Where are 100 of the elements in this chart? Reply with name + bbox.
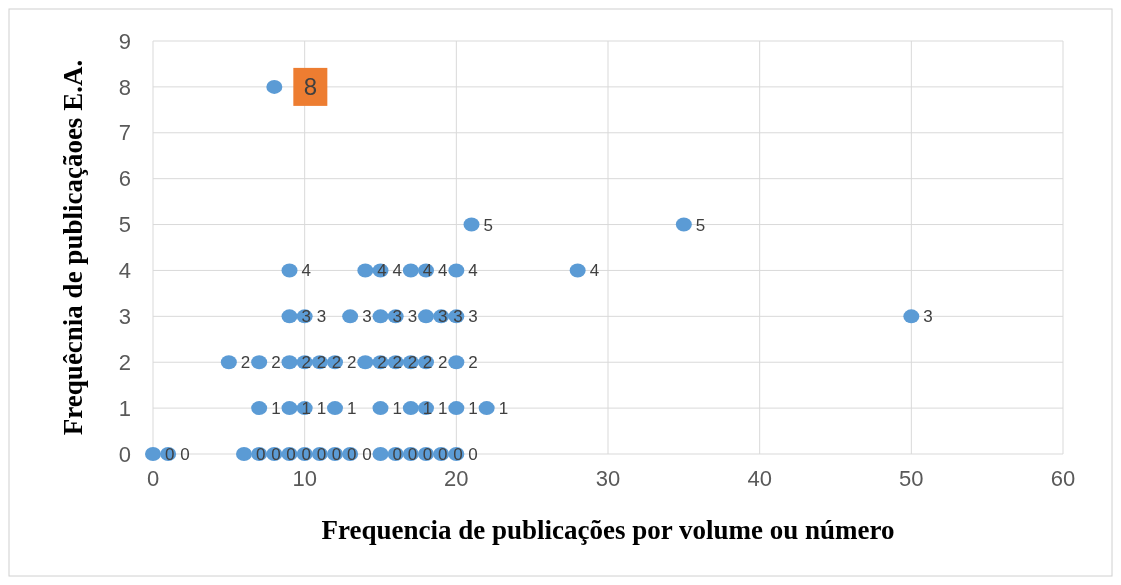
- data-label: 2: [438, 353, 448, 373]
- data-label: 2: [392, 353, 402, 373]
- data-label: 0: [301, 444, 311, 464]
- point: [327, 401, 343, 416]
- y-axis-title: Frequêcnia de publicaçãoes E.A.: [58, 59, 88, 436]
- y-tick-label: 5: [118, 212, 131, 238]
- y-tick-label: 6: [118, 166, 131, 192]
- y-tick-label: 2: [118, 349, 131, 375]
- data-label: 2: [331, 353, 342, 373]
- data-label: 4: [392, 261, 402, 281]
- point: [448, 355, 465, 370]
- point: [236, 447, 252, 461]
- y-tick-label: 7: [118, 120, 131, 146]
- data-label: 1: [301, 399, 311, 419]
- point: [357, 355, 374, 370]
- point: [402, 263, 419, 278]
- point: [372, 309, 389, 324]
- point: [402, 401, 419, 416]
- data-label: 0: [422, 444, 433, 464]
- data-label: 4: [468, 261, 478, 281]
- data-label: 3: [392, 307, 402, 327]
- x-tick-label: 40: [747, 466, 772, 491]
- point: [675, 217, 692, 232]
- data-label: 3: [407, 307, 418, 327]
- annotation: 8: [303, 73, 318, 101]
- data-label: 0: [392, 444, 402, 464]
- data-label: 2: [316, 353, 327, 373]
- y-tick-label: 3: [118, 304, 131, 330]
- data-label: 0: [256, 444, 266, 464]
- data-label: 3: [438, 307, 448, 327]
- data-label: 0: [468, 444, 478, 464]
- data-label: 0: [286, 444, 296, 464]
- x-tick-label: 60: [1050, 466, 1076, 491]
- data-label: 1: [347, 399, 357, 419]
- point: [342, 309, 359, 324]
- data-label: 3: [316, 307, 327, 327]
- data-label: 2: [271, 353, 281, 373]
- point: [448, 263, 465, 278]
- x-tick-label: 30: [595, 466, 621, 491]
- data-label: 0: [438, 444, 448, 464]
- data-label: 4: [438, 261, 448, 281]
- data-label: 1: [438, 399, 448, 419]
- data-label: 3: [453, 307, 463, 327]
- point: [372, 447, 389, 461]
- point: [463, 217, 480, 232]
- data-label: 3: [923, 307, 933, 327]
- x-tick-label: 50: [899, 466, 924, 491]
- data-label: 2: [347, 353, 357, 373]
- data-label: 2: [301, 353, 311, 373]
- point: [145, 447, 161, 461]
- data-label: 4: [301, 261, 311, 281]
- data-label: 4: [422, 261, 433, 281]
- y-tick-label: 0: [118, 441, 131, 467]
- point: [357, 263, 374, 278]
- data-label: 0: [165, 444, 175, 464]
- x-tick-label: 0: [146, 466, 160, 491]
- x-tick-label: 10: [292, 466, 317, 491]
- data-label: 3: [301, 307, 311, 327]
- data-label: 0: [362, 444, 372, 464]
- data-label: 5: [483, 215, 493, 235]
- data-label: 4: [589, 261, 600, 281]
- x-tick-label: 20: [444, 466, 469, 491]
- x-axis-title: Frequencia de publicações por volume ou número: [321, 515, 895, 545]
- data-label: 3: [362, 307, 372, 327]
- point: [448, 401, 465, 416]
- point: [281, 263, 298, 278]
- data-label: 0: [453, 444, 463, 464]
- y-tick-label: 1: [118, 395, 131, 421]
- y-tick-label: 9: [118, 28, 131, 54]
- data-label: 2: [407, 353, 418, 373]
- data-label: 1: [468, 399, 478, 419]
- data-label: 2: [422, 353, 433, 373]
- point: [266, 79, 283, 94]
- point: [903, 309, 920, 324]
- data-label: 2: [240, 353, 251, 373]
- point: [220, 355, 237, 370]
- point: [418, 309, 434, 324]
- y-tick-label: 4: [118, 258, 131, 284]
- point: [478, 401, 495, 416]
- data-label: 2: [468, 353, 478, 373]
- point: [372, 401, 389, 416]
- data-label: 0: [316, 444, 327, 464]
- data-label: 0: [271, 444, 281, 464]
- point: [281, 309, 298, 324]
- data-label: 3: [468, 307, 478, 327]
- data-label: 0: [331, 444, 342, 464]
- data-label: 0: [407, 444, 418, 464]
- point: [251, 355, 268, 370]
- data-label: 5: [695, 215, 706, 235]
- data-label: 2: [377, 353, 387, 373]
- point: [251, 401, 268, 416]
- data-label: 4: [377, 261, 387, 281]
- point: [281, 355, 298, 370]
- y-tick-label: 8: [118, 74, 131, 100]
- data-label: 0: [347, 444, 357, 464]
- data-label: 1: [392, 399, 402, 419]
- point: [569, 263, 586, 278]
- data-label: 1: [271, 399, 281, 419]
- data-label: 1: [316, 399, 327, 419]
- data-label: 1: [498, 399, 509, 419]
